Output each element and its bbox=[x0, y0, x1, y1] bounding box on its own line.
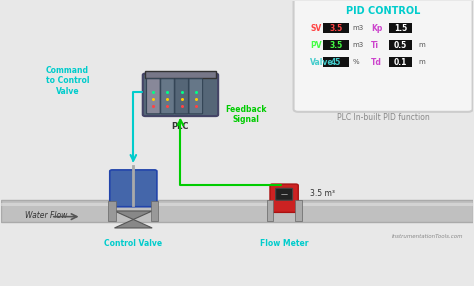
FancyBboxPatch shape bbox=[389, 40, 412, 50]
Text: Control Valve: Control Valve bbox=[104, 239, 163, 248]
FancyBboxPatch shape bbox=[389, 57, 412, 67]
Polygon shape bbox=[115, 211, 152, 219]
FancyBboxPatch shape bbox=[1, 203, 473, 206]
Text: m3: m3 bbox=[353, 25, 364, 31]
Text: PLC: PLC bbox=[172, 122, 189, 131]
Text: 45: 45 bbox=[331, 58, 341, 67]
Text: 1.5: 1.5 bbox=[394, 24, 407, 33]
FancyBboxPatch shape bbox=[270, 184, 298, 212]
FancyBboxPatch shape bbox=[175, 79, 189, 114]
FancyBboxPatch shape bbox=[389, 23, 412, 33]
Text: —: — bbox=[281, 191, 288, 197]
Text: PV: PV bbox=[310, 41, 322, 50]
Text: m3: m3 bbox=[353, 42, 364, 48]
Text: Ti: Ti bbox=[371, 41, 379, 50]
FancyBboxPatch shape bbox=[323, 57, 349, 67]
FancyBboxPatch shape bbox=[161, 79, 174, 114]
Text: Command
to Control
Valve: Command to Control Valve bbox=[46, 66, 89, 96]
Text: %: % bbox=[353, 59, 359, 65]
Text: Valve: Valve bbox=[310, 58, 334, 67]
FancyBboxPatch shape bbox=[293, 0, 473, 112]
Text: 0.5: 0.5 bbox=[394, 41, 407, 50]
Text: PLC In-built PID function: PLC In-built PID function bbox=[337, 113, 429, 122]
FancyBboxPatch shape bbox=[109, 201, 116, 221]
FancyBboxPatch shape bbox=[189, 79, 202, 114]
Text: 3.5 m³: 3.5 m³ bbox=[310, 190, 335, 198]
FancyBboxPatch shape bbox=[110, 170, 157, 207]
Text: Water Flow: Water Flow bbox=[25, 211, 67, 220]
FancyBboxPatch shape bbox=[143, 74, 218, 116]
FancyBboxPatch shape bbox=[1, 200, 473, 222]
Text: PID CONTROL: PID CONTROL bbox=[346, 6, 420, 16]
FancyBboxPatch shape bbox=[276, 188, 292, 200]
Text: InstrumentationTools.com: InstrumentationTools.com bbox=[392, 234, 463, 239]
Text: Kp: Kp bbox=[371, 24, 383, 33]
FancyBboxPatch shape bbox=[295, 200, 301, 221]
Text: m: m bbox=[419, 42, 425, 48]
FancyBboxPatch shape bbox=[323, 23, 349, 33]
Text: 3.5: 3.5 bbox=[329, 24, 343, 33]
Text: Flow Meter: Flow Meter bbox=[260, 239, 309, 248]
Text: 3.5: 3.5 bbox=[329, 41, 343, 50]
Text: 0.1: 0.1 bbox=[394, 58, 407, 67]
Text: m: m bbox=[419, 59, 425, 65]
Text: Td: Td bbox=[371, 58, 382, 67]
FancyBboxPatch shape bbox=[267, 200, 273, 221]
Polygon shape bbox=[115, 219, 152, 228]
FancyBboxPatch shape bbox=[151, 201, 158, 221]
FancyBboxPatch shape bbox=[323, 40, 349, 50]
Text: SV: SV bbox=[310, 24, 321, 33]
FancyBboxPatch shape bbox=[145, 71, 216, 78]
Text: Feedback
Signal: Feedback Signal bbox=[226, 105, 267, 124]
FancyBboxPatch shape bbox=[146, 79, 160, 114]
